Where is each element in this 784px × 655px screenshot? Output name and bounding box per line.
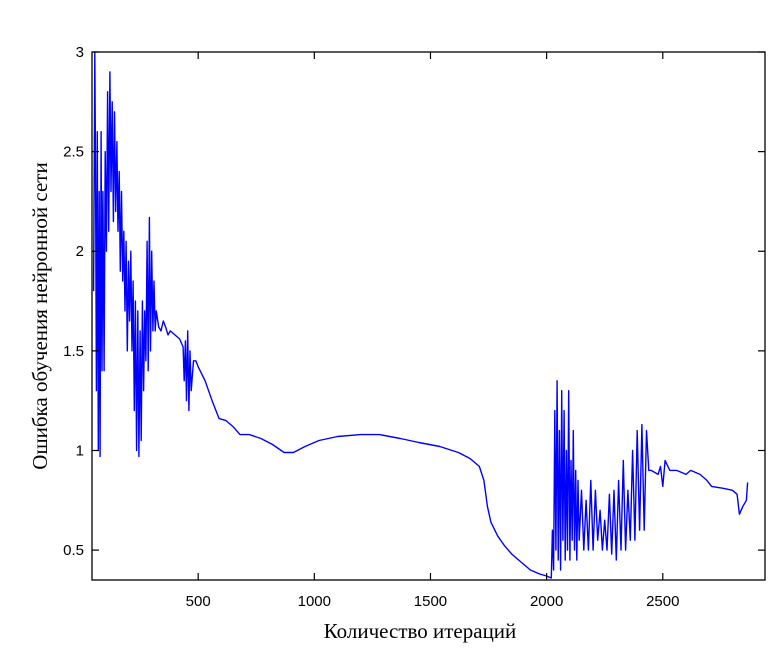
ticks-layer: 500 1000 1500 2000 2500 0.5 1 1.5 2 2.5 3 — [63, 44, 765, 610]
x-tick-label: 1000 — [298, 593, 331, 610]
x-tick-label: 2500 — [646, 593, 679, 610]
y-tick-label: 1.5 — [63, 343, 84, 360]
plot-frame — [91, 51, 766, 581]
x-axis-label: Количество итераций — [324, 619, 517, 643]
x-tick-label: 1500 — [414, 593, 447, 610]
y-axis-label: Ошибка обучения нейронной сети — [28, 162, 52, 469]
x-tick-label: 2000 — [530, 593, 563, 610]
y-tick-label: 2 — [76, 243, 84, 260]
y-tick-label: 3 — [76, 44, 84, 61]
series-layer — [92, 51, 749, 579]
y-tick-label: 2.5 — [63, 144, 84, 161]
x-tick-label: 500 — [186, 593, 211, 610]
error-line — [92, 51, 749, 579]
y-tick-label: 0.5 — [63, 542, 84, 559]
plot-background — [92, 52, 765, 580]
y-tick-label: 1 — [76, 442, 84, 459]
